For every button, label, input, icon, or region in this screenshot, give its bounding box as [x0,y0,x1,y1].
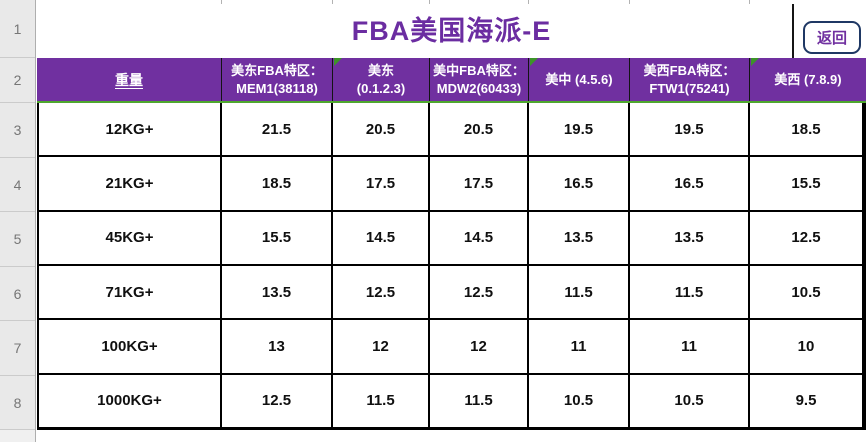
row-number-1[interactable]: 1 [0,0,35,58]
table-row: 100KG+ 13 12 12 11 11 10 [37,320,862,375]
back-button[interactable]: 返回 [803,21,861,54]
rate-cell[interactable]: 20.5 [430,103,529,156]
column-header-1[interactable]: 美东FBA特区： MEM1(38118) [222,58,333,101]
rate-cell[interactable]: 11.5 [430,374,529,427]
rate-cell[interactable]: 10.5 [630,374,750,427]
weight-cell[interactable]: 45KG+ [37,211,222,264]
rate-cell[interactable]: 13.5 [630,211,750,264]
rate-cell[interactable]: 20.5 [333,103,430,156]
rate-cell[interactable]: 18.5 [791,120,821,138]
row-number-2[interactable]: 2 [0,58,35,103]
rate-cell[interactable]: 10 [797,337,815,355]
rate-cell[interactable]: 10.5 [529,374,630,427]
cell-corner-mark-icon [530,58,538,66]
back-button-label: 返回 [816,30,847,47]
row-number-7[interactable]: 7 [0,321,35,376]
rate-table: 重量 美东FBA特区： MEM1(38118) 美东 (0.1.2.3) 美中FBA特区：… [37,58,866,430]
top-strip-cell [430,0,529,4]
rate-cell[interactable]: 12.5 [430,265,529,319]
column-header-label: 美中 (4.5.6) [545,71,613,87]
rate-cell[interactable]: 10.5 [791,283,821,301]
rate-cell[interactable]: 13 [222,320,333,373]
rate-cell[interactable]: 19.5 [630,103,750,156]
column-header-5[interactable]: 美西FBA特区： FTW1(75241) [630,58,750,101]
table-row: 1000KG+ 12.5 11.5 11.5 10.5 10.5 9.5 [37,374,862,427]
table-row: 21KG+ 18.5 17.5 17.5 16.5 16.5 15.5 [37,157,862,212]
weight-cell[interactable]: 1000KG+ [37,374,222,427]
rate-cell[interactable]: 13.5 [529,211,630,264]
row-header-filler [0,430,35,442]
title-cell-right-border [792,4,794,59]
rate-cell[interactable]: 16.5 [529,157,630,210]
weight-cell[interactable]: 100KG+ [37,320,222,373]
top-gridline-strip [37,0,866,4]
table-header-row: 重量 美东FBA特区： MEM1(38118) 美东 (0.1.2.3) 美中FBA特区：… [37,58,866,103]
rate-cell[interactable]: 9.5 [795,392,817,410]
weight-cell[interactable]: 21KG+ [37,157,222,210]
column-header-3[interactable]: 美中FBA特区： MDW2(60433) [430,58,529,101]
rate-cell[interactable]: 12 [333,320,430,373]
row-number-6[interactable]: 6 [0,267,35,321]
table-row: 71KG+ 13.5 12.5 12.5 11.5 11.5 10.5 [37,265,862,321]
rate-cell[interactable]: 19.5 [529,103,630,156]
table-body: 12KG+ 21.5 20.5 20.5 19.5 19.5 18.5 21KG+ 18.5 17… [37,103,866,430]
top-strip-cell [37,0,222,4]
rate-cell[interactable]: 17.5 [430,157,529,210]
rate-cell[interactable]: 14.5 [333,211,430,264]
rate-cell[interactable]: 12.5 [333,265,430,319]
rate-cell[interactable]: 12.5 [222,374,333,427]
rate-cell[interactable]: 18.5 [222,157,333,210]
page-title: FBA美国海派-E [351,15,552,46]
rate-cell[interactable]: 21.5 [222,103,333,156]
rate-cell[interactable]: 17.5 [333,157,430,210]
column-header-label: 重量 [115,71,143,88]
table-row: 12KG+ 21.5 20.5 20.5 19.5 19.5 18.5 [37,103,862,158]
table-row: 45KG+ 15.5 14.5 14.5 13.5 13.5 12.5 [37,211,862,266]
cell-corner-mark-icon [334,58,342,66]
rate-cell[interactable]: 13.5 [222,265,333,319]
rate-cell[interactable]: 11 [529,320,630,373]
weight-cell[interactable]: 12KG+ [37,103,222,156]
rate-cell[interactable]: 11 [630,320,750,373]
column-header-label: 美东FBA特区： [231,62,323,78]
column-header-6[interactable]: 美西 (7.8.9) [750,58,866,101]
column-header-label: (0.1.2.3) [356,80,406,96]
rate-cell[interactable]: 12.5 [791,229,821,247]
column-header-label: 美西 (7.8.9) [774,71,842,87]
row-number-3[interactable]: 3 [0,103,35,158]
rate-cell[interactable]: 11.5 [333,374,430,427]
rate-cell[interactable]: 16.5 [630,157,750,210]
column-header-label: 美中FBA特区： [433,62,525,78]
row-number-4[interactable]: 4 [0,158,35,212]
column-header-2[interactable]: 美东 (0.1.2.3) [333,58,430,101]
column-header-0[interactable]: 重量 [37,58,222,101]
column-header-label: 美东 [367,62,394,78]
row-number-8[interactable]: 8 [0,376,35,430]
sheet-area: FBA美国海派-E 返回 重量 美东FBA特区： MEM1(38118) 美东 (0.1… [37,0,866,442]
top-strip-cell [222,0,333,4]
column-header-label: 美西FBA特区： [643,62,736,78]
top-strip-cell [333,0,430,4]
rate-cell[interactable]: 11.5 [529,265,630,319]
cell-corner-mark-icon [751,58,759,66]
rate-cell[interactable]: 11.5 [630,265,750,319]
weight-cell[interactable]: 71KG+ [37,265,222,319]
title-row[interactable]: FBA美国海派-E [37,4,866,59]
column-header-label: MEM1(38118) [236,80,318,96]
top-strip-cell [529,0,630,4]
top-strip-cell [630,0,750,4]
column-header-label: FTW1(75241) [649,80,730,96]
rate-cell[interactable]: 12 [430,320,529,373]
rate-cell[interactable]: 14.5 [430,211,529,264]
column-header-4[interactable]: 美中 (4.5.6) [529,58,630,101]
rate-cell[interactable]: 15.5 [791,174,821,192]
rate-cell[interactable]: 15.5 [222,211,333,264]
row-number-5[interactable]: 5 [0,212,35,267]
column-header-label: MDW2(60433) [436,80,522,96]
